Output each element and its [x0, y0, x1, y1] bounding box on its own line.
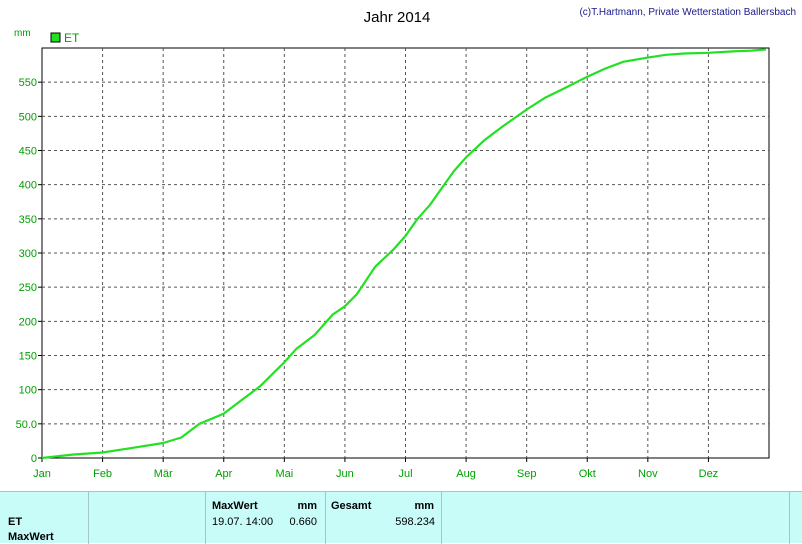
maxwert-unit: mm: [297, 500, 317, 512]
legend-label: ET: [64, 31, 80, 45]
series-layer: [41, 48, 767, 460]
x-tick-label: Okt: [579, 468, 596, 480]
gesamt-header: Gesamt: [331, 500, 372, 512]
x-tick-label: Mär: [154, 468, 173, 480]
x-tick-label: Jul: [398, 468, 412, 480]
et-chart: Jahr 2014 (c)T.Hartmann, Private Wetters…: [14, 7, 796, 480]
column-divider: [789, 492, 790, 544]
x-tick-label: Feb: [93, 468, 112, 480]
y-tick-label: 200: [19, 316, 37, 328]
row-label-et: ET: [8, 516, 23, 528]
x-tick-label: Aug: [456, 468, 476, 480]
series-line-et: [41, 48, 767, 460]
y-tick-label: 100: [19, 385, 37, 397]
y-tick-label: 150: [19, 351, 37, 363]
y-tick-label: 500: [19, 111, 37, 123]
legend-swatch: [50, 32, 61, 43]
y-tick-label: 350: [19, 214, 37, 226]
x-tick-label: Nov: [638, 468, 658, 480]
info-panel: ET MaxWert MaxWert mm 19.07. 14:00 0.660…: [0, 491, 802, 544]
column-divider: [325, 492, 326, 544]
x-tick-label: Dez: [699, 468, 719, 480]
y-tick-label: 250: [19, 282, 37, 294]
column-divider: [205, 492, 206, 544]
gesamt-unit: mm: [414, 500, 434, 512]
x-tick-label: Mai: [275, 468, 293, 480]
y-tick-label: 300: [19, 248, 37, 260]
maxwert-value: 0.660: [289, 516, 317, 528]
y-tick-label: 0: [31, 453, 37, 465]
x-tick-label: Sep: [517, 468, 537, 480]
column-divider: [88, 492, 89, 544]
y-tick-label: 400: [19, 180, 37, 192]
maxwert-header: MaxWert: [212, 500, 258, 512]
y-tick-label: 450: [19, 146, 37, 158]
y-tick-label: 550: [19, 77, 37, 89]
column-divider: [441, 492, 442, 544]
row-label-maxwert: MaxWert: [8, 531, 54, 543]
copyright-note: (c)T.Hartmann, Private Wetterstation Bal…: [579, 7, 796, 18]
grid: [42, 48, 769, 458]
y-axis: 0 50.0 100 150 200 250 300 350 400 450 500 550: [16, 77, 42, 465]
gesamt-value: 598.234: [395, 516, 435, 528]
x-axis: Jan Feb Mär Apr Mai Jun Jul Aug Sep Okt Nov Dez: [33, 458, 718, 480]
x-tick-label: Jun: [336, 468, 354, 480]
chart-title: Jahr 2014: [364, 9, 431, 26]
y-tick-label: 50.0: [16, 419, 37, 431]
y-axis-unit: mm: [14, 28, 31, 39]
maxwert-date: 19.07. 14:00: [212, 516, 274, 528]
x-tick-label: Jan: [33, 468, 51, 480]
x-tick-label: Apr: [215, 468, 232, 480]
